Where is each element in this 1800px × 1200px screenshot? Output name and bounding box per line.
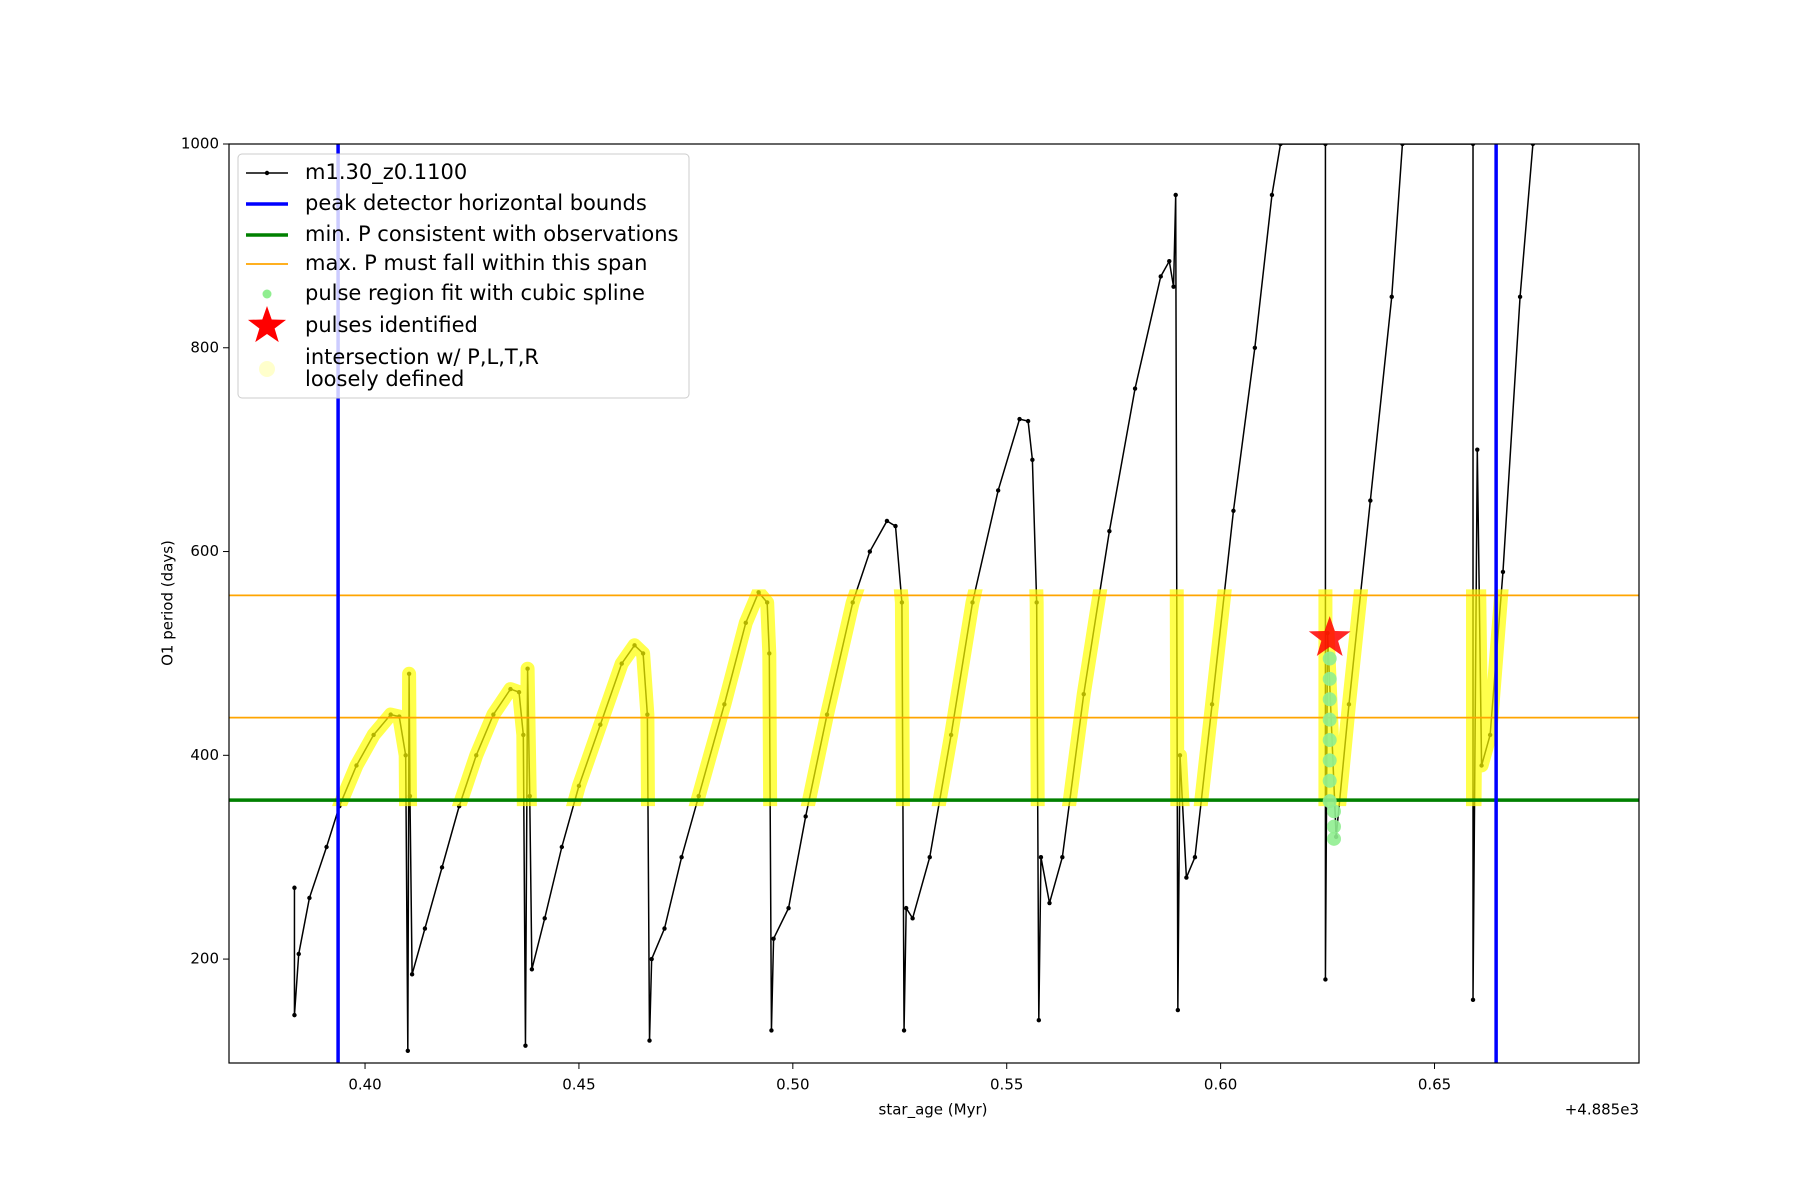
period-point	[1269, 192, 1275, 198]
x-offset-label: +4.885e3	[1565, 1101, 1639, 1119]
legend-label: peak detector horizontal bounds	[305, 191, 647, 215]
period-point	[1475, 447, 1480, 452]
period-point	[769, 1028, 774, 1033]
x-axis-label: star_age (Myr)	[879, 1101, 988, 1120]
period-point	[324, 844, 329, 850]
pulse-region-point	[1326, 819, 1341, 834]
period-point	[1231, 508, 1236, 513]
period-point	[1175, 1007, 1181, 1013]
pulse-region-point	[1322, 651, 1337, 666]
legend-label: min. P consistent with observations	[305, 222, 678, 246]
legend-label: m1.30_z0.1100	[305, 160, 467, 185]
period-point	[1368, 498, 1373, 503]
period-point	[439, 865, 445, 870]
period-point	[1389, 294, 1394, 300]
period-point	[1323, 977, 1328, 982]
period-point	[409, 972, 415, 977]
period-point	[647, 1038, 652, 1043]
period-point	[927, 854, 932, 860]
legend-label: intersection w/ P,L,T,R loosely defined	[305, 345, 539, 391]
x-tick-label: 0.50	[776, 1076, 809, 1094]
legend-swatch	[259, 361, 275, 377]
pulse-star	[1308, 616, 1351, 656]
period-point	[903, 905, 909, 911]
period-point	[1038, 854, 1044, 860]
period-point	[884, 518, 890, 524]
period-point	[307, 895, 312, 901]
period-point	[1192, 854, 1198, 860]
period-point	[1060, 854, 1065, 860]
legend-label: pulse region fit with cubic spline	[305, 281, 645, 305]
period-point	[803, 814, 808, 819]
pulse-region-point	[1326, 804, 1341, 819]
period-point	[296, 951, 301, 957]
period-point	[1047, 900, 1052, 906]
period-point	[1030, 457, 1035, 463]
y-tick-label: 600	[190, 542, 219, 560]
period-point	[995, 488, 1001, 493]
x-tick-label: 0.60	[1204, 1076, 1237, 1094]
y-tick-label: 800	[190, 338, 219, 356]
period-point	[292, 1012, 297, 1018]
axes-frame	[228, 143, 1640, 1064]
period-point	[1017, 416, 1022, 422]
period-point	[1173, 192, 1178, 198]
period-point	[1252, 345, 1258, 350]
x-tick-label: 0.40	[348, 1076, 381, 1094]
period-point	[1036, 1018, 1042, 1023]
legend-label: max. P must fall within this span	[305, 251, 647, 275]
legend-swatch	[247, 306, 287, 343]
period-point	[893, 523, 898, 529]
period-point	[1167, 258, 1172, 264]
y-tick-label: 1000	[181, 135, 219, 153]
period-point	[649, 956, 654, 962]
period-point	[662, 926, 667, 931]
period-point	[1184, 875, 1189, 880]
y-axis-label: O1 period (days)	[159, 540, 177, 666]
period-point	[559, 844, 565, 850]
period-point	[1132, 386, 1138, 391]
pulse-region-point	[1322, 733, 1337, 748]
legend-swatch	[262, 289, 272, 299]
period-point	[529, 967, 535, 972]
period-point	[1025, 418, 1031, 424]
period-point	[771, 936, 776, 941]
pulse-region-point	[1322, 773, 1337, 788]
period-point	[422, 926, 428, 931]
period-point	[1517, 294, 1523, 300]
period-point	[1171, 284, 1176, 289]
x-tick-label: 0.65	[1418, 1076, 1451, 1094]
legend-swatch-dot	[264, 170, 270, 176]
pulse-region-point	[1326, 831, 1341, 846]
period-point	[1500, 569, 1506, 575]
period-point	[292, 885, 297, 890]
legend-label: pulses identified	[305, 313, 478, 337]
period-point	[786, 905, 791, 911]
period-point	[405, 1048, 411, 1053]
pulse-region-point	[1322, 692, 1337, 707]
pulse-region-point	[1322, 671, 1337, 686]
pulse-region-point	[1322, 712, 1337, 727]
pulse-region-point	[1322, 753, 1337, 768]
period-point	[1107, 528, 1112, 534]
period-point	[542, 916, 547, 921]
period-point	[679, 854, 684, 860]
period-point	[901, 1028, 907, 1033]
y-tick-label: 400	[190, 746, 219, 764]
period-point	[523, 1043, 528, 1048]
x-tick-label: 0.55	[990, 1076, 1023, 1094]
period-point	[1158, 274, 1163, 279]
period-point	[1470, 997, 1476, 1003]
y-tick-label: 200	[190, 950, 219, 968]
legend-box	[237, 153, 690, 399]
x-tick-label: 0.45	[562, 1076, 595, 1094]
period-line	[293, 144, 1534, 1051]
period-point	[910, 916, 915, 921]
period-point	[867, 549, 873, 554]
